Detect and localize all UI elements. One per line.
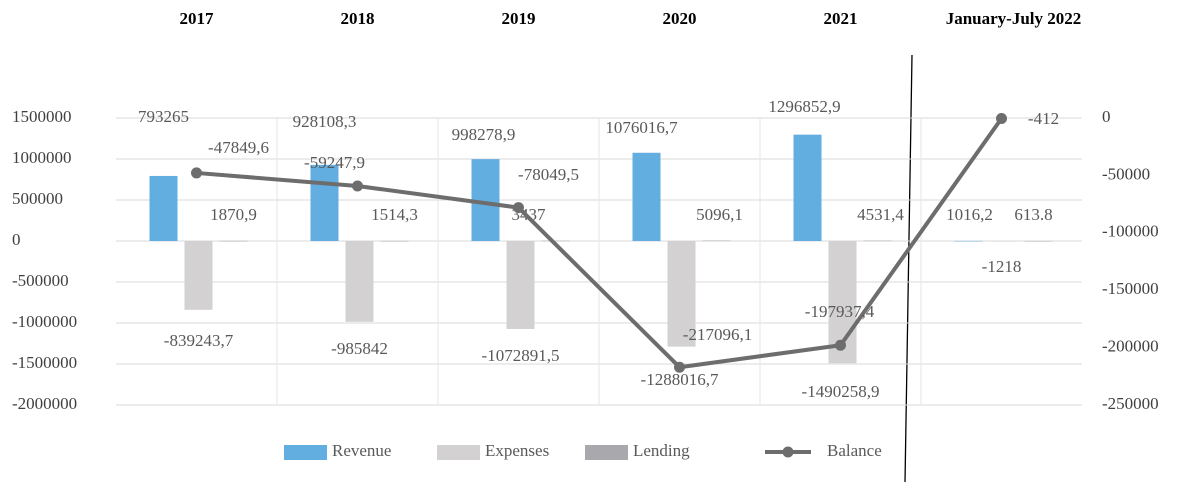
bar (1024, 240, 1053, 242)
balance-marker (674, 361, 685, 373)
y2-tick-label: -150000 (1102, 279, 1159, 298)
data-label: -985842 (331, 339, 388, 358)
bar (149, 175, 178, 241)
legend-label: Balance (827, 441, 882, 460)
data-label: 1296852,9 (768, 97, 840, 116)
bar (989, 241, 1018, 242)
plot: -2000000-1500000-1000000-500000050000010… (12, 9, 1159, 460)
balance-marker (191, 167, 202, 179)
data-label: -47849,6 (208, 138, 269, 157)
bar (954, 240, 983, 242)
data-label: -1288016,7 (641, 370, 719, 389)
bar (863, 240, 892, 242)
y-tick-label: -1500000 (12, 353, 77, 372)
y-tick-label: 500000 (12, 189, 63, 208)
y-tick-label: -2000000 (12, 394, 77, 413)
y2-tick-label: -100000 (1102, 222, 1159, 241)
data-label: 928108,3 (293, 112, 357, 131)
data-label: -1072891,5 (482, 346, 560, 365)
data-label: 1870,9 (210, 205, 257, 224)
bar (667, 241, 696, 347)
data-label: -217096,1 (683, 325, 752, 344)
bar (702, 240, 731, 242)
data-label: -197937,4 (805, 302, 875, 321)
y-tick-label: -1000000 (12, 312, 77, 331)
bar (219, 240, 248, 242)
data-label: -1218 (982, 257, 1022, 276)
data-label: -1490258,9 (802, 382, 880, 401)
legend-label: Expenses (485, 441, 549, 460)
data-label: 998278,9 (452, 125, 516, 144)
balance-marker (352, 180, 363, 192)
bar (632, 152, 661, 241)
category-label: 2017 (180, 9, 215, 28)
y2-tick-label: -200000 (1102, 337, 1159, 356)
bar (506, 241, 535, 329)
bar (184, 241, 213, 310)
balance-marker (513, 202, 524, 214)
legend-label: Lending (633, 441, 690, 460)
y-tick-label: 0 (12, 230, 21, 249)
data-label: -59247,9 (304, 153, 365, 172)
data-label: 4531,4 (857, 205, 904, 224)
y2-tick-label: -250000 (1102, 394, 1159, 413)
category-label: 2021 (824, 9, 858, 28)
data-label: -839243,7 (164, 331, 234, 350)
separator-line (904, 54, 913, 483)
legend-swatch (585, 445, 628, 460)
balance-marker (996, 112, 1007, 124)
category-label: 2018 (341, 9, 375, 28)
legend-swatch (284, 445, 327, 460)
legend-marker (782, 446, 794, 458)
y2-tick-label: -50000 (1102, 164, 1150, 183)
legend-label: Revenue (332, 441, 391, 460)
bar (541, 240, 570, 242)
data-label: 793265 (138, 107, 189, 126)
balance-marker (835, 339, 846, 351)
y2-tick-label: 0 (1102, 107, 1111, 126)
bar (310, 164, 339, 241)
category-label: January-July 2022 (946, 9, 1082, 28)
data-label: 613.8 (1014, 205, 1052, 224)
data-label: -78049,5 (518, 165, 579, 184)
category-label: 2020 (663, 9, 697, 28)
y-tick-label: 1000000 (12, 148, 72, 167)
legend-swatch (437, 445, 480, 460)
data-label: 1514,3 (371, 205, 418, 224)
category-label: 2019 (502, 9, 536, 28)
data-label: 5096,1 (696, 205, 743, 224)
balance-line (196, 117, 1004, 370)
bar (380, 240, 409, 242)
y-tick-label: -500000 (12, 271, 69, 290)
y-tick-label: 1500000 (12, 107, 72, 126)
data-label: 1016,2 (946, 205, 993, 224)
data-label: -412 (1028, 109, 1059, 128)
bar (345, 241, 374, 322)
bar (793, 134, 822, 241)
data-label: 1076016,7 (605, 118, 678, 137)
